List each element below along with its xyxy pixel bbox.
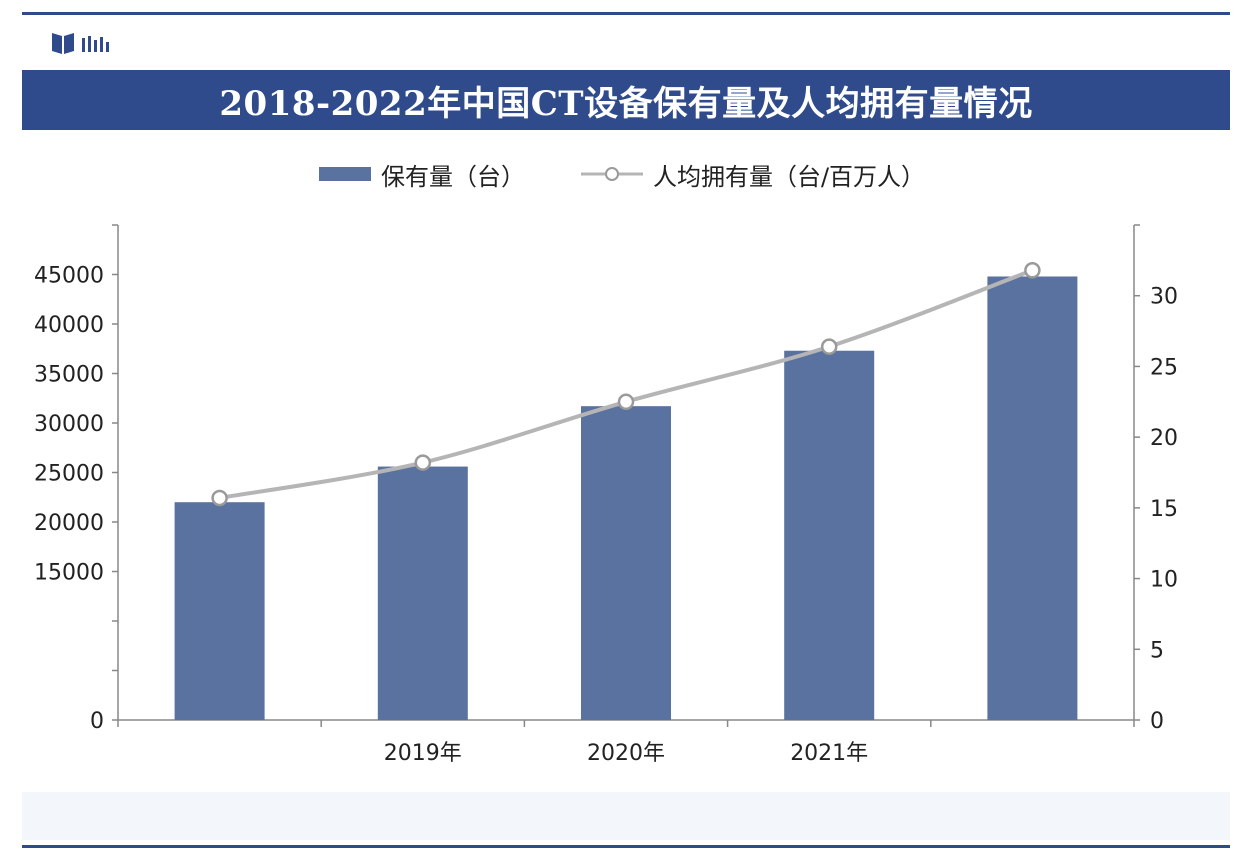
- x-tick-label: 2020年: [587, 741, 665, 766]
- y-right-tick-label: 15: [1150, 497, 1178, 522]
- y-left-tick-label: 20000: [34, 511, 104, 536]
- legend-line-label: 人均拥有量（台/百万人）: [652, 162, 926, 191]
- legend: 保有量（台） 人均拥有量（台/百万人）: [0, 156, 1244, 192]
- y-right-tick-label: 0: [1150, 709, 1164, 734]
- y-left-tick-label: 30000: [34, 412, 104, 437]
- legend-line-swatch: [580, 167, 643, 181]
- x-tick-label: 2019年: [384, 741, 462, 766]
- y-left-tick-label: 15000: [34, 561, 104, 586]
- legend-bar-label: 保有量（台）: [380, 162, 525, 191]
- line-point: [211, 489, 228, 507]
- y-right-tick-label: 5: [1150, 638, 1164, 663]
- top-frame-line: [22, 12, 1230, 15]
- y-right-tick-label: 10: [1150, 568, 1178, 593]
- bottom-frame-line: [22, 845, 1230, 848]
- y-right-tick-label: 20: [1150, 426, 1178, 451]
- chart-title: 2018-2022年中国CT设备保有量及人均拥有量情况: [22, 70, 1230, 130]
- legend-bar-swatch: [318, 167, 371, 181]
- bar: [581, 406, 671, 720]
- bar: [377, 466, 468, 720]
- bar: [784, 350, 875, 720]
- y-left-tick-label: 25000: [34, 462, 104, 487]
- legend-item-bar: 保有量（台）: [318, 157, 525, 192]
- y-left-tick-label: 0: [90, 709, 104, 734]
- line-point: [1024, 262, 1041, 279]
- x-tick-label: 2021年: [790, 741, 868, 766]
- y-right-tick-label: 25: [1150, 355, 1178, 380]
- line-point: [820, 338, 838, 355]
- y-left-tick-label: 35000: [34, 363, 104, 388]
- y-left-tick-label: 40000: [34, 313, 104, 338]
- legend-item-line: 人均拥有量（台/百万人）: [580, 157, 926, 192]
- bar: [174, 502, 265, 720]
- line-point: [617, 393, 635, 411]
- y-left-tick-label: 45000: [34, 264, 104, 289]
- bar: [987, 276, 1078, 720]
- footer-band: [22, 792, 1230, 840]
- y-right-tick-label: 30: [1150, 285, 1178, 310]
- line-point: [414, 454, 432, 471]
- logo-icon: [52, 33, 109, 54]
